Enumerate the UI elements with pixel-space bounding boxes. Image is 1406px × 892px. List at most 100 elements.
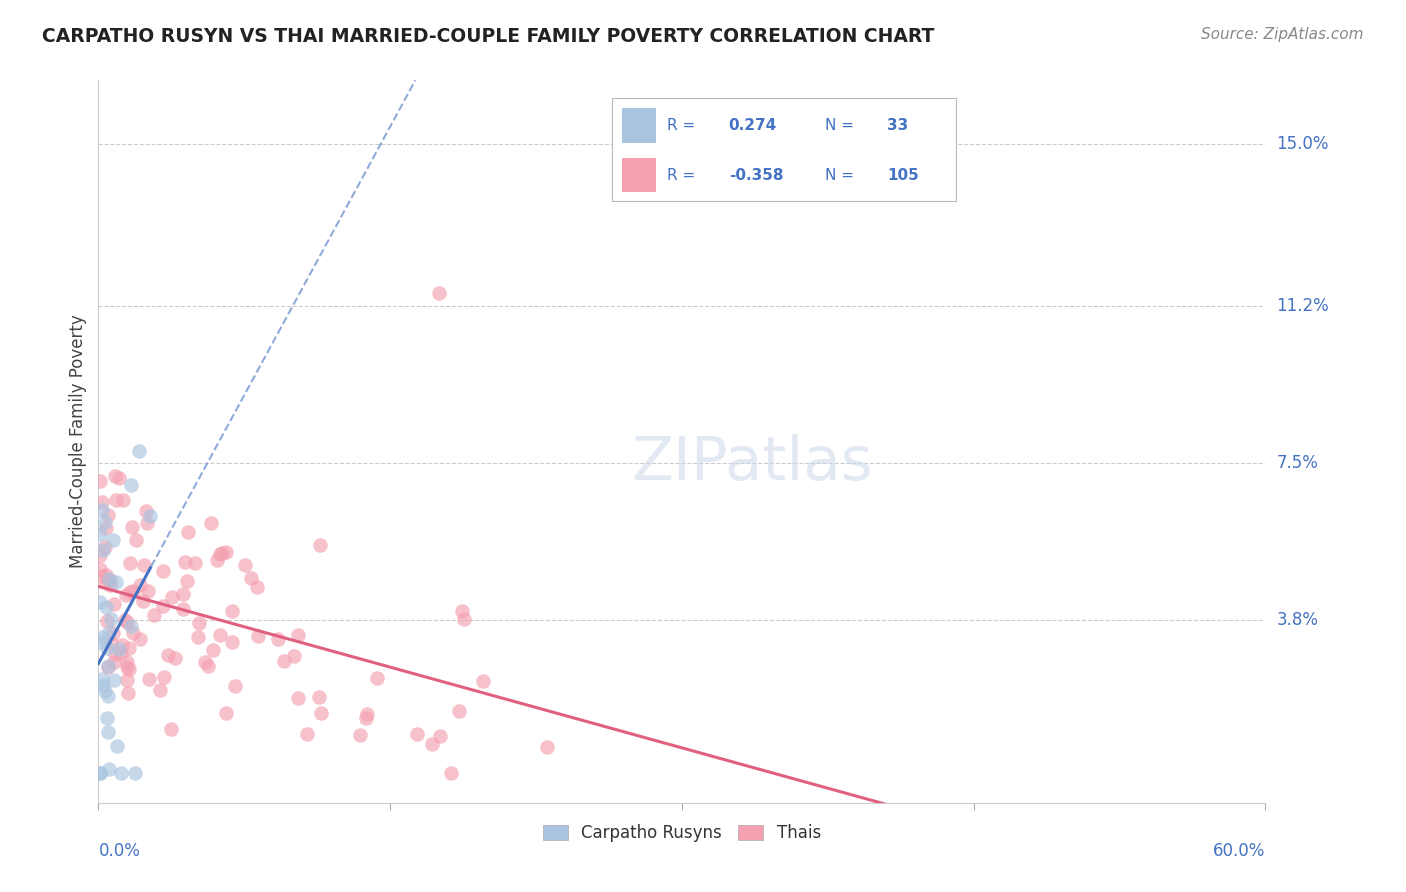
Point xyxy=(97,659,120,673)
Point xyxy=(105,492,128,507)
Point xyxy=(120,477,142,491)
Point xyxy=(124,766,146,780)
Point xyxy=(89,526,111,541)
Point xyxy=(100,573,122,587)
Point xyxy=(104,647,127,661)
Point xyxy=(172,587,194,601)
Text: 15.0%: 15.0% xyxy=(1277,135,1329,153)
Point xyxy=(177,524,200,539)
Point xyxy=(176,574,198,589)
Point xyxy=(89,475,111,489)
Text: 11.2%: 11.2% xyxy=(1277,296,1329,315)
Point xyxy=(89,595,111,609)
Point xyxy=(115,588,138,602)
Point xyxy=(132,594,155,608)
Point xyxy=(97,689,120,703)
Point xyxy=(128,443,150,458)
Point xyxy=(117,673,139,687)
Point xyxy=(104,469,127,483)
Point xyxy=(366,671,388,685)
Point xyxy=(354,711,377,725)
Point xyxy=(453,611,475,625)
Point xyxy=(224,679,246,693)
Point xyxy=(152,564,174,578)
Point xyxy=(187,630,209,644)
Point xyxy=(91,542,114,557)
Point xyxy=(96,600,118,615)
Point xyxy=(120,618,142,632)
Point xyxy=(117,686,139,700)
Point xyxy=(117,615,139,629)
Point xyxy=(194,655,217,669)
Point xyxy=(246,580,269,594)
Point xyxy=(136,584,159,599)
Point xyxy=(287,690,309,705)
Point xyxy=(197,658,219,673)
Point xyxy=(122,584,145,599)
Point xyxy=(209,627,232,641)
Text: 0.274: 0.274 xyxy=(728,119,778,133)
Point xyxy=(159,722,181,736)
Point xyxy=(205,553,228,567)
Point xyxy=(143,608,166,623)
Text: N =: N = xyxy=(825,168,855,183)
Point xyxy=(172,602,194,616)
Point xyxy=(162,590,184,604)
Text: R =: R = xyxy=(666,168,695,183)
Point xyxy=(90,569,112,583)
Text: -0.358: -0.358 xyxy=(728,168,783,183)
Point xyxy=(184,556,207,570)
Point xyxy=(94,684,117,698)
Point xyxy=(152,599,174,613)
Bar xyxy=(621,108,657,144)
Point xyxy=(96,641,118,656)
Point xyxy=(105,739,128,753)
Point xyxy=(273,654,295,668)
Point xyxy=(97,724,120,739)
Point xyxy=(111,493,134,508)
Text: CARPATHO RUSYN VS THAI MARRIED-COUPLE FAMILY POVERTY CORRELATION CHART: CARPATHO RUSYN VS THAI MARRIED-COUPLE FA… xyxy=(42,27,935,45)
Point xyxy=(97,572,120,586)
Point xyxy=(136,516,159,530)
Point xyxy=(89,634,111,648)
Text: Source: ZipAtlas.com: Source: ZipAtlas.com xyxy=(1201,27,1364,42)
Point xyxy=(128,578,150,592)
Text: 7.5%: 7.5% xyxy=(1277,454,1319,472)
Point xyxy=(233,558,256,573)
Point xyxy=(174,555,197,569)
Text: R =: R = xyxy=(666,119,695,133)
Point xyxy=(89,766,111,780)
Point xyxy=(96,614,118,628)
Text: 105: 105 xyxy=(887,168,920,183)
Point xyxy=(122,625,145,640)
Point xyxy=(349,728,371,742)
Point xyxy=(429,729,451,743)
Point xyxy=(110,646,132,660)
Point xyxy=(440,766,463,780)
Point xyxy=(89,561,111,575)
Point xyxy=(283,649,305,664)
Point xyxy=(187,615,209,630)
Point xyxy=(90,673,112,687)
Point xyxy=(309,706,332,720)
Text: 60.0%: 60.0% xyxy=(1213,842,1265,860)
Text: ZIPatlas: ZIPatlas xyxy=(631,434,873,492)
Point xyxy=(94,574,117,589)
Point xyxy=(118,640,141,655)
Point xyxy=(450,604,472,618)
Point xyxy=(94,520,117,534)
Text: 0.0%: 0.0% xyxy=(98,842,141,860)
Point xyxy=(132,558,155,573)
Point xyxy=(153,670,176,684)
Point xyxy=(94,540,117,554)
Point xyxy=(295,727,318,741)
Point xyxy=(118,584,141,599)
Point xyxy=(91,630,114,644)
Point xyxy=(103,673,125,687)
Point xyxy=(117,659,139,673)
Point xyxy=(356,706,378,721)
Point xyxy=(103,533,125,547)
Point xyxy=(215,545,238,559)
Point xyxy=(536,739,558,754)
Point xyxy=(157,648,180,662)
